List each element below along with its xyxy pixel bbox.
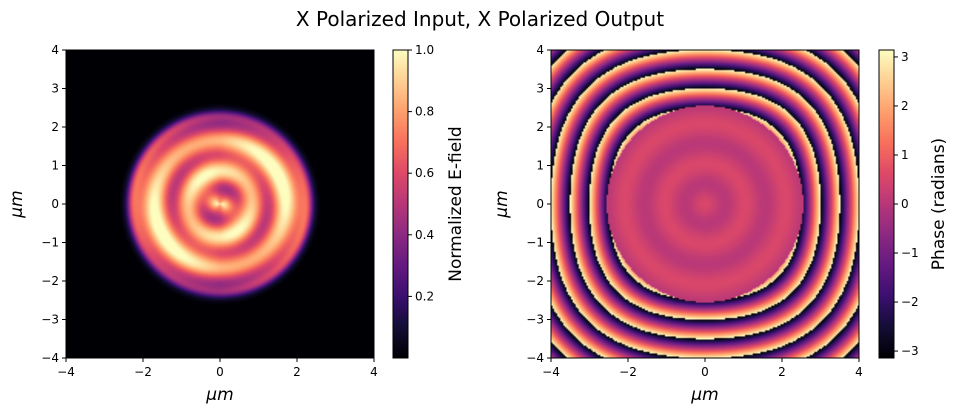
right-y-tick-label: 0 (536, 197, 544, 211)
left-y-tick-label: 3 (51, 82, 59, 96)
left-colorbar-tick-label: 0.4 (415, 228, 434, 242)
right-colorbar-label: Phase (radians) (929, 138, 949, 270)
right-y-tick-label: −4 (526, 351, 544, 365)
right-y-tick-label: −1 (526, 236, 544, 250)
left-panel: −4 −2 0 2 4 −4 −3 −2 −1 0 1 2 3 4 μm μm (7, 43, 378, 405)
right-x-tick-label: −2 (619, 365, 637, 379)
left-colorbar-gradient (393, 50, 408, 358)
right-y-tick-label: 3 (536, 82, 544, 96)
left-x-tick-label: 4 (370, 365, 378, 379)
right-colorbar-ticks: −3 −2 −1 0 1 2 3 (894, 50, 919, 358)
right-panel: −4 −2 0 2 4 −4 −3 −2 −1 0 1 2 3 4 μm μm (492, 43, 863, 405)
right-heatmap (551, 50, 859, 358)
left-x-tick-label: 0 (216, 365, 224, 379)
left-y-tick-label: 4 (51, 43, 59, 57)
left-y-tick-label: −1 (41, 236, 59, 250)
right-colorbar-tick-label: 2 (901, 99, 909, 113)
left-y-tick-label: −2 (41, 274, 59, 288)
left-x-ticks: −4 −2 0 2 4 (57, 358, 378, 379)
right-y-tick-label: 2 (536, 120, 544, 134)
left-x-tick-label: −4 (57, 365, 75, 379)
left-colorbar: 0.2 0.4 0.6 0.8 1.0 Normalized E-field (392, 43, 466, 359)
right-colorbar-tick-label: 3 (901, 50, 909, 64)
right-colorbar-tick-label: 1 (901, 148, 909, 162)
right-x-axis-label: μm (690, 385, 718, 405)
left-x-tick-label: −2 (134, 365, 152, 379)
right-colorbar-tick-label: −2 (901, 295, 919, 309)
right-x-tick-label: −4 (542, 365, 560, 379)
right-y-tick-label: 4 (536, 43, 544, 57)
right-y-tick-label: 1 (536, 159, 544, 173)
right-colorbar: −3 −2 −1 0 1 2 3 Phase (radians) (878, 49, 949, 359)
left-colorbar-tick-label: 0.2 (415, 289, 434, 303)
left-colorbar-label: Normalized E-field (446, 126, 466, 281)
figure-title: X Polarized Input, X Polarized Output (296, 7, 664, 31)
left-colorbar-tick-label: 1.0 (415, 43, 434, 57)
left-y-tick-label: 0 (51, 197, 59, 211)
right-y-axis-label: μm (492, 190, 512, 218)
right-x-tick-label: 4 (855, 365, 863, 379)
left-y-tick-label: −4 (41, 351, 59, 365)
left-colorbar-ticks: 0.2 0.4 0.6 0.8 1.0 (408, 43, 434, 303)
right-x-tick-label: 2 (778, 365, 786, 379)
left-y-axis-label: μm (7, 190, 27, 218)
right-colorbar-tick-label: −1 (901, 246, 919, 260)
left-y-tick-label: 2 (51, 120, 59, 134)
right-y-tick-label: −2 (526, 274, 544, 288)
left-colorbar-tick-label: 0.6 (415, 166, 434, 180)
right-y-ticks: −4 −3 −2 −1 0 1 2 3 4 (526, 43, 551, 365)
right-x-tick-label: 0 (701, 365, 709, 379)
left-colorbar-tick-label: 0.8 (415, 105, 434, 119)
left-x-tick-label: 2 (293, 365, 301, 379)
right-colorbar-gradient (879, 50, 894, 358)
right-y-tick-label: −3 (526, 313, 544, 327)
left-y-tick-label: −3 (41, 313, 59, 327)
left-y-ticks: −4 −3 −2 −1 0 1 2 3 4 (41, 43, 66, 365)
right-colorbar-tick-label: 0 (901, 197, 909, 211)
left-heatmap (66, 50, 374, 358)
right-x-ticks: −4 −2 0 2 4 (542, 358, 863, 379)
left-colorbar-frame (392, 49, 409, 359)
left-x-axis-label: μm (205, 385, 233, 405)
right-colorbar-tick-label: −3 (901, 344, 919, 358)
left-y-tick-label: 1 (51, 159, 59, 173)
